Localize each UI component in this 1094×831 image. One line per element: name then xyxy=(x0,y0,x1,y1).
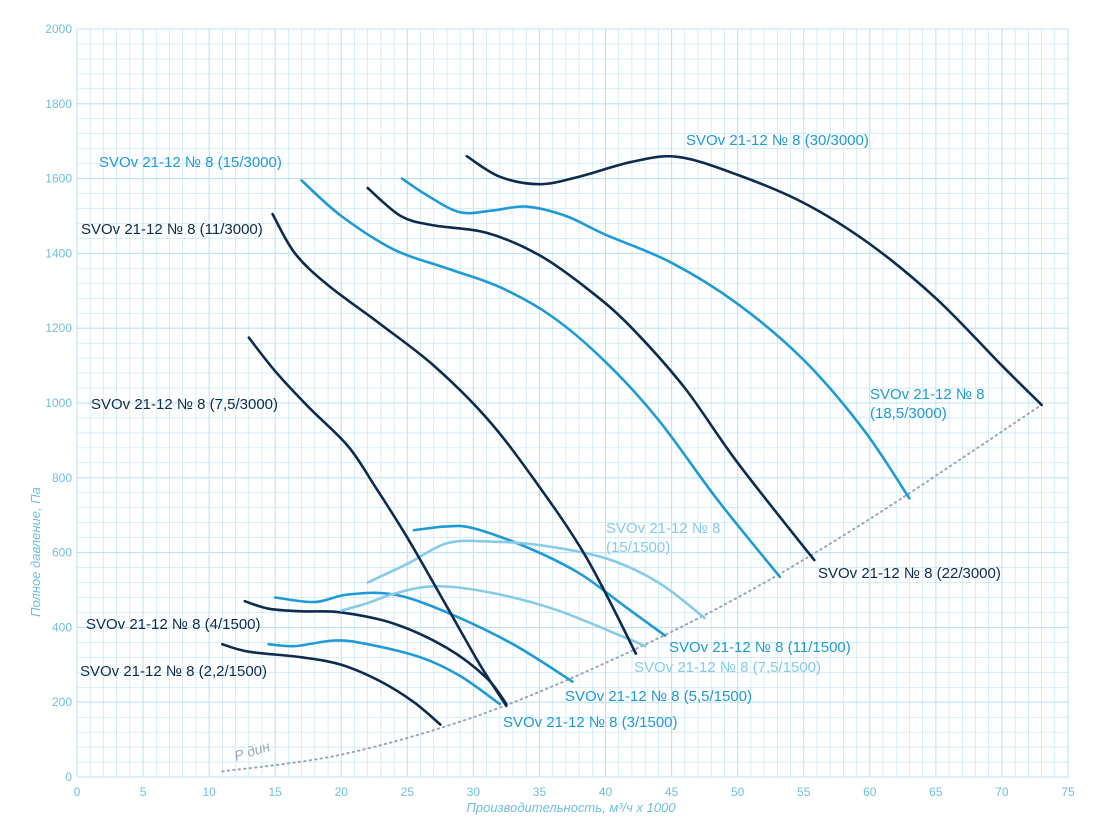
curve-11 xyxy=(366,186,816,562)
curve-label: SVOv 21-12 № 8 (4/1500) xyxy=(86,616,261,633)
curve-label: SVOv 21-12 № 8 (30/3000) xyxy=(686,132,869,149)
x-axis-title: Производительность, м³/ч x 1000 xyxy=(466,800,676,815)
y-tick-label: 400 xyxy=(52,620,72,634)
y-tick-label: 200 xyxy=(52,695,72,709)
x-tick-label: 5 xyxy=(140,785,147,799)
y-axis-ticks: 0 200 400 600 800 1000 1200 1400 1600 1800 2000 xyxy=(45,22,72,784)
p-dyn-line xyxy=(221,403,1043,773)
x-tick-label: 70 xyxy=(995,785,1009,799)
x-axis-ticks: 0 5 10 15 20 25 30 35 40 45 50 55 60 65 70 75 xyxy=(74,785,1075,799)
curve-2 xyxy=(267,639,502,706)
grid xyxy=(76,28,1069,778)
curve-7 xyxy=(366,539,706,620)
y-tick-label: 800 xyxy=(52,471,72,485)
curve-9 xyxy=(271,212,638,655)
curve-label: SVOv 21-12 № 8 (11/1500) xyxy=(669,639,851,656)
performance-curves xyxy=(221,154,1043,726)
curve-label: SVOv 21-12 № 8 (15/3000) xyxy=(99,154,282,171)
curve-label: SVOv 21-12 № 8 (5,5/1500) xyxy=(565,688,752,705)
x-tick-label: 30 xyxy=(467,785,481,799)
curve-3 xyxy=(243,599,508,706)
y-tick-label: 1000 xyxy=(45,396,72,410)
p-dyn-label: Р дин xyxy=(232,738,272,764)
curve-12 xyxy=(400,177,911,500)
x-tick-label: 10 xyxy=(202,785,216,799)
x-tick-label: 15 xyxy=(269,785,283,799)
curve-8 xyxy=(247,336,508,708)
y-tick-label: 600 xyxy=(52,546,72,560)
curve-label: SVOv 21-12 № 8 (7,5/1500) xyxy=(634,659,821,676)
y-axis-title: Полное давление, Па xyxy=(28,487,43,617)
x-tick-label: 75 xyxy=(1061,785,1075,799)
curve-label: SVOv 21-12 № 8 (2,2/1500) xyxy=(80,663,267,680)
curve-10 xyxy=(300,179,782,579)
curve-label: SVOv 21-12 № 8 (7,5/3000) xyxy=(91,396,278,413)
x-tick-label: 50 xyxy=(731,785,745,799)
y-tick-label: 1600 xyxy=(45,172,72,186)
curve-label: SVOv 21-12 № 8 (11/3000) xyxy=(81,221,263,238)
x-tick-label: 35 xyxy=(533,785,547,799)
y-tick-label: 0 xyxy=(65,770,72,784)
x-tick-label: 45 xyxy=(665,785,679,799)
y-tick-label: 1200 xyxy=(45,321,72,335)
x-tick-label: 60 xyxy=(863,785,877,799)
curve-6 xyxy=(412,524,667,637)
curve-5 xyxy=(340,584,647,648)
x-tick-label: 20 xyxy=(335,785,349,799)
x-tick-label: 55 xyxy=(797,785,811,799)
curve-1 xyxy=(221,642,442,726)
x-tick-label: 40 xyxy=(599,785,613,799)
curve-label: SVOv 21-12 № 8 (22/3000) xyxy=(818,565,1001,582)
curve-label: SVOv 21-12 № 8 (3/1500) xyxy=(503,714,678,731)
curve-13 xyxy=(465,154,1043,407)
x-tick-label: 25 xyxy=(401,785,415,799)
curve-label: SVOv 21-12 № 8 (15/1500) xyxy=(606,520,720,556)
curve-labels: SVOv 21-12 № 8 (30/3000) SVOv 21-12 № 8 (… xyxy=(80,132,1001,731)
y-tick-label: 1400 xyxy=(45,246,72,260)
x-tick-label: 65 xyxy=(929,785,943,799)
x-tick-label: 0 xyxy=(74,785,81,799)
curve-label: SVOv 21-12 № 8 (18,5/3000) xyxy=(870,386,984,422)
curve-4 xyxy=(273,591,574,683)
y-tick-label: 1800 xyxy=(45,97,72,111)
y-tick-label: 2000 xyxy=(45,22,72,36)
